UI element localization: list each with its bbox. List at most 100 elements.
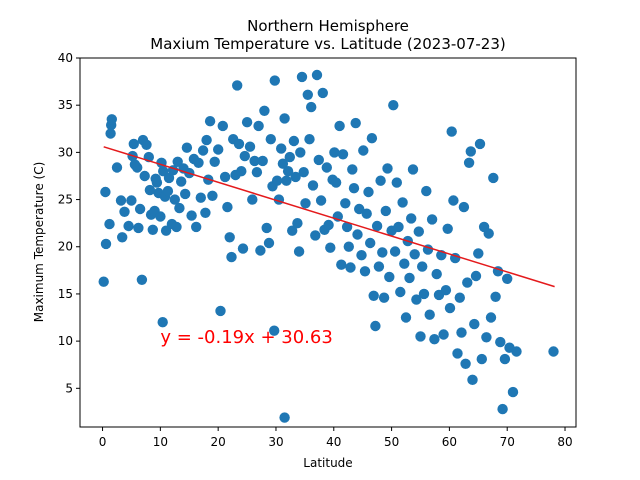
plot-area-frame — [79, 57, 577, 428]
data-point — [259, 105, 270, 117]
data-point — [253, 120, 264, 132]
data-point — [438, 329, 449, 340]
x-tick-label: 20 — [211, 435, 226, 449]
data-point — [499, 353, 511, 365]
data-point — [384, 271, 395, 283]
data-point — [413, 226, 424, 237]
data-point — [336, 259, 347, 270]
data-point — [133, 222, 144, 234]
data-point — [151, 177, 163, 188]
data-point — [237, 243, 249, 254]
data-point — [363, 186, 374, 198]
data-point — [241, 117, 253, 128]
x-axis: 0 10 20 30 40 50 60 70 80 — [99, 427, 573, 449]
data-point — [279, 113, 290, 124]
data-point — [354, 203, 365, 215]
data-point — [200, 207, 211, 218]
data-point — [261, 222, 272, 234]
data-point — [426, 214, 438, 225]
data-point — [222, 201, 233, 213]
data-point — [128, 138, 139, 150]
data-point — [155, 211, 166, 222]
x-axis-label: Latitude — [303, 456, 352, 470]
data-point — [343, 241, 354, 252]
data-point — [169, 194, 180, 205]
data-point — [224, 232, 235, 243]
data-point — [481, 332, 492, 343]
data-point — [417, 261, 428, 272]
data-point — [495, 336, 506, 348]
data-point — [298, 167, 309, 178]
data-point — [257, 155, 268, 167]
y-tick-label: 15 — [58, 287, 73, 301]
data-point — [195, 192, 206, 203]
data-point — [193, 157, 204, 168]
data-point — [317, 87, 328, 99]
data-point — [366, 133, 378, 144]
data-point — [358, 145, 369, 156]
data-point — [174, 202, 185, 214]
data-point — [141, 139, 152, 150]
chart-subtitle: Maxium Temperature vs. Latitude (2023-07… — [150, 35, 505, 53]
data-point — [279, 412, 290, 423]
data-point — [458, 201, 470, 213]
data-point — [233, 138, 245, 150]
data-point — [375, 175, 386, 186]
data-point — [106, 114, 118, 125]
chart-title: Northern Hemisphere — [247, 17, 409, 35]
data-point — [115, 195, 127, 206]
data-point — [134, 203, 146, 215]
data-point — [162, 185, 174, 197]
data-point — [304, 134, 315, 145]
data-point — [373, 261, 385, 272]
data-point — [132, 162, 143, 173]
data-point — [337, 149, 349, 160]
data-point — [144, 184, 156, 196]
data-point — [406, 213, 417, 224]
data-point — [389, 246, 401, 257]
data-point — [465, 146, 476, 157]
data-point — [263, 237, 275, 249]
data-point — [444, 302, 456, 314]
data-point — [244, 141, 256, 152]
data-point — [147, 224, 158, 235]
data-point — [483, 228, 494, 239]
data-point — [371, 220, 383, 232]
data-point — [352, 229, 363, 240]
data-point — [100, 238, 112, 250]
data-point — [382, 163, 393, 174]
data-point — [239, 150, 250, 162]
y-tick-label: 30 — [58, 145, 73, 159]
data-point — [377, 247, 388, 258]
data-point — [207, 190, 218, 201]
data-point — [311, 69, 323, 81]
data-point — [197, 145, 209, 156]
y-tick-label: 20 — [58, 240, 73, 254]
data-point — [313, 154, 324, 166]
data-point — [310, 230, 321, 241]
data-point — [463, 157, 475, 168]
data-point — [247, 194, 258, 205]
data-point — [204, 116, 216, 127]
x-tick-label: 60 — [442, 435, 457, 449]
data-point — [269, 75, 280, 86]
y-tick-label: 35 — [58, 98, 73, 112]
data-point — [404, 272, 415, 284]
data-point — [287, 225, 298, 236]
data-point — [105, 128, 116, 139]
data-point — [391, 177, 402, 188]
x-tick-label: 10 — [153, 435, 168, 449]
data-point — [429, 334, 440, 345]
data-point — [255, 245, 266, 256]
data-point — [265, 134, 276, 145]
data-point — [300, 198, 311, 209]
data-point — [440, 285, 452, 296]
data-point — [388, 100, 399, 111]
data-point — [393, 221, 404, 233]
x-tick-label: 50 — [384, 435, 399, 449]
data-point — [378, 292, 390, 303]
data-point — [460, 358, 471, 369]
data-point — [293, 246, 305, 257]
y-tick-label: 10 — [58, 334, 73, 348]
